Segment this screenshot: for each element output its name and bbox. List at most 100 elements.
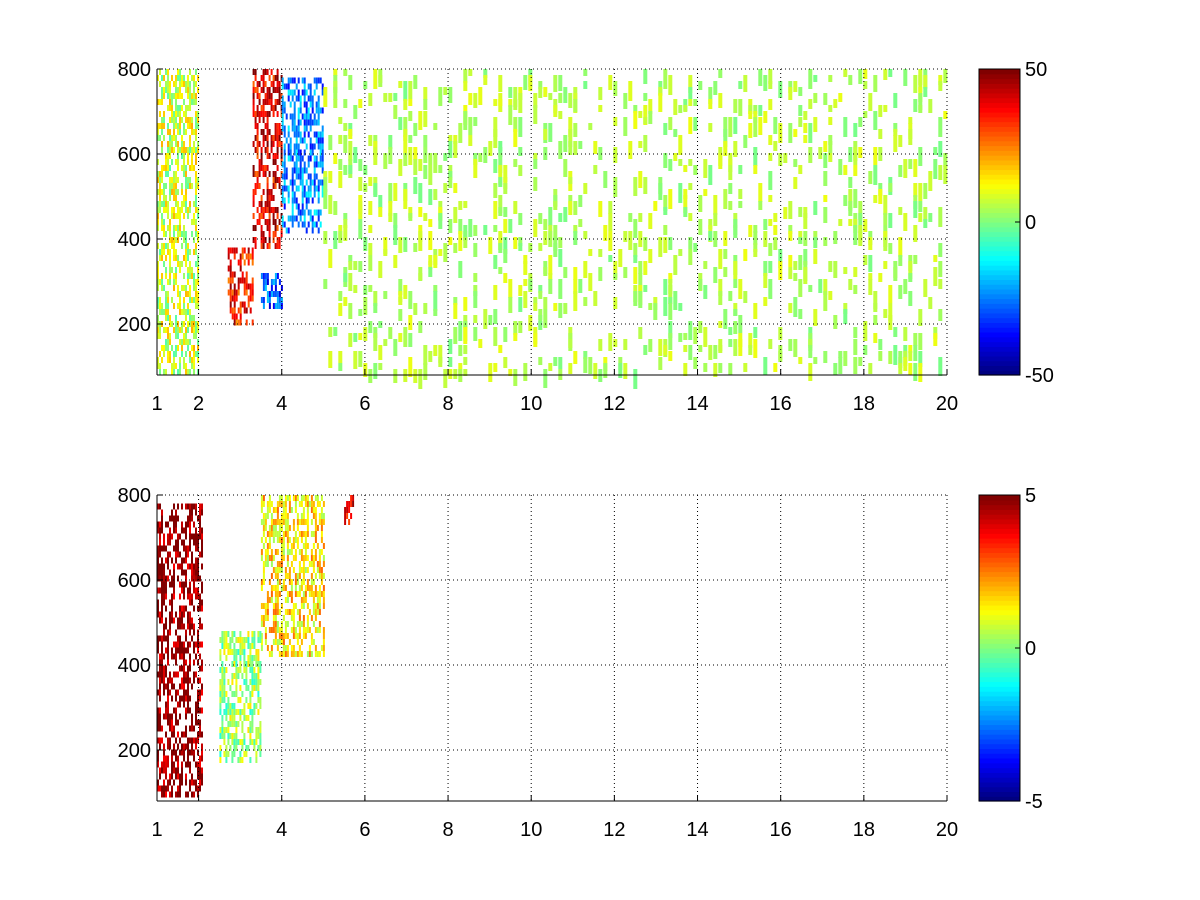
heatmap-cell (167, 171, 169, 177)
heatmap-cell (317, 197, 320, 204)
heatmap-cell (235, 319, 238, 326)
heatmap-cell (808, 363, 813, 381)
heatmap-cell (157, 285, 159, 291)
colorbar-swatch (979, 604, 1020, 611)
heatmap-cell (282, 651, 285, 657)
heatmap-cell (189, 725, 191, 732)
heatmap-cell (274, 207, 277, 213)
heatmap-cell (274, 177, 277, 183)
heatmap-cell (266, 615, 269, 621)
heatmap-cell (201, 563, 203, 570)
heatmap-cell (643, 177, 648, 194)
heatmap-cell (308, 627, 311, 633)
colorbar-swatch (979, 331, 1020, 338)
heatmap-cell (255, 757, 258, 763)
heatmap-cell (322, 591, 325, 597)
heatmap-cell (163, 345, 165, 351)
x-tick-label: 20 (936, 393, 958, 415)
heatmap-cell (179, 327, 181, 333)
heatmap-cell (428, 219, 433, 227)
heatmap-cell (175, 333, 177, 339)
heatmap-cell (185, 677, 187, 684)
heatmap-cell (753, 339, 758, 358)
heatmap-cell (653, 303, 658, 320)
heatmap-cell (227, 703, 230, 709)
heatmap-cell (283, 131, 286, 138)
heatmap-cell (793, 261, 798, 270)
colorbar-swatch (979, 767, 1020, 773)
heatmap-cell (297, 203, 300, 210)
heatmap-cell (283, 125, 286, 132)
heatmap-cell (843, 165, 848, 175)
heatmap-cell (893, 267, 898, 278)
heatmap-cell (643, 261, 648, 275)
heatmap-cell (163, 587, 165, 594)
heatmap-cell (161, 527, 163, 534)
heatmap-cell (319, 137, 322, 144)
heatmap-cell (167, 87, 169, 93)
heatmap-cell (237, 739, 240, 745)
heatmap-cell (254, 189, 257, 195)
heatmap-cell (268, 189, 271, 195)
heatmap-cell (219, 745, 222, 751)
heatmap-cell (223, 727, 226, 733)
heatmap-cell (161, 141, 163, 147)
heatmap-cell (229, 247, 232, 254)
heatmap-cell (317, 209, 320, 216)
heatmap-cell (286, 621, 289, 627)
heatmap-cell (185, 659, 187, 666)
heatmap-cell (300, 501, 303, 507)
heatmap-cell (219, 637, 222, 643)
heatmap-cell (309, 179, 312, 186)
heatmap-cell (280, 213, 283, 219)
heatmap-cell (256, 111, 259, 117)
heatmap-cell (272, 213, 275, 219)
heatmap-cell (788, 255, 793, 267)
heatmap-cell (223, 751, 226, 757)
heatmap-cell (303, 221, 306, 228)
heatmap-cell (193, 147, 195, 153)
heatmap-cell (189, 665, 191, 672)
heatmap-cell (280, 543, 283, 549)
heatmap-cell (358, 219, 363, 239)
heatmap-cell (298, 519, 301, 525)
heatmap-cell (266, 501, 269, 507)
heatmap-cell (165, 701, 167, 708)
heatmap-cell (235, 661, 238, 667)
heatmap-cell (185, 309, 187, 315)
heatmap-cell (468, 117, 473, 135)
heatmap-cell (713, 267, 718, 283)
heatmap-cell (423, 147, 428, 163)
heatmap-cell (352, 501, 355, 507)
heatmap-cell (292, 567, 295, 573)
heatmap-cell (294, 495, 297, 501)
heatmap-cell (306, 579, 309, 585)
heatmap-cell (321, 185, 324, 192)
heatmap-cell (199, 533, 201, 540)
heatmap-cell (193, 249, 195, 255)
heatmap-cell (169, 219, 171, 225)
heatmap-cell (533, 159, 538, 169)
heatmap-cell (264, 273, 267, 279)
heatmap-cell (888, 69, 893, 77)
heatmap-cell (201, 605, 203, 612)
heatmap-cell (181, 345, 183, 351)
heatmap-cell (503, 249, 508, 263)
heatmap-cell (262, 231, 265, 237)
heatmap-cell (873, 75, 878, 92)
heatmap-cell (286, 525, 289, 531)
heatmap-cell (296, 543, 299, 549)
colorbar-swatch (979, 748, 1020, 754)
heatmap-cell (316, 561, 319, 567)
heatmap-cell (823, 237, 828, 246)
heatmap-cell (159, 189, 161, 195)
heatmap-cell (703, 327, 708, 347)
heatmap-cell (266, 591, 269, 597)
colorbar-swatch (979, 557, 1020, 563)
colorbar-swatch (979, 312, 1020, 319)
heatmap-cell (195, 575, 197, 582)
heatmap-cell (388, 135, 393, 149)
heatmap-cell (297, 185, 300, 192)
heatmap-cell (183, 539, 185, 546)
heatmap-cell (728, 291, 733, 301)
